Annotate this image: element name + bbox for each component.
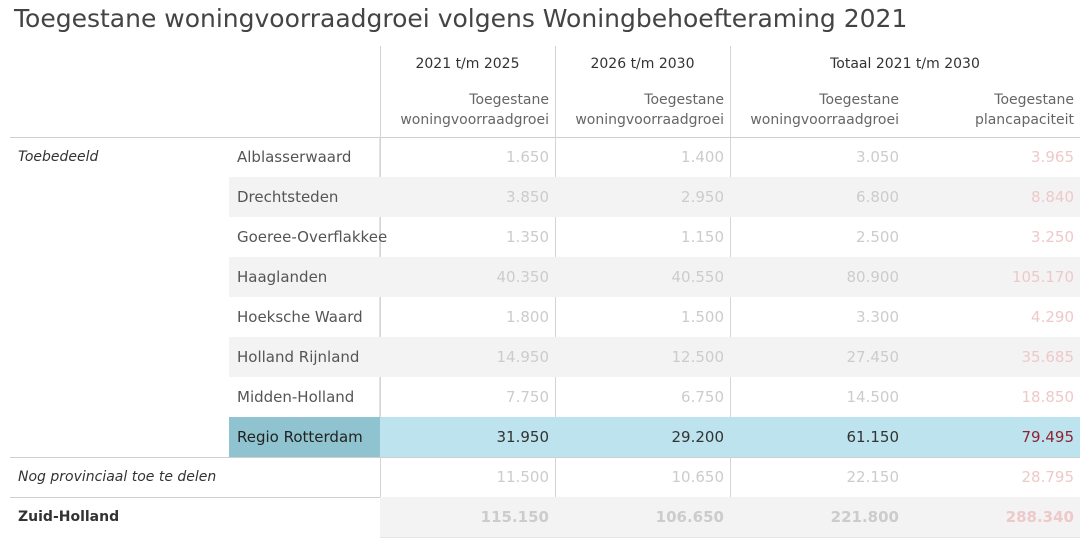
column-header: Toegestane woningvoorraadgroei (750, 92, 899, 128)
group-label-toebedeeld: Toebedeeld (18, 149, 99, 165)
column-header: Toegestane plancapaciteit (974, 92, 1074, 128)
table-cell[interactable]: 3.050 (856, 148, 899, 166)
table-cell[interactable]: 35.685 (1021, 348, 1075, 366)
column-header: Toegestane woningvoorraadgroei (400, 92, 549, 128)
table-cell[interactable]: 7.750 (506, 388, 549, 406)
table-cell[interactable]: 10.650 (671, 468, 725, 486)
total-label[interactable]: Zuid-Holland (18, 509, 120, 525)
table-cell[interactable]: 1.800 (506, 308, 549, 326)
table-cell[interactable]: 27.450 (846, 348, 900, 366)
row-name[interactable]: Alblasserwaard (237, 148, 352, 166)
page-title: Toegestane woningvoorraadgroei volgens W… (14, 4, 908, 33)
table-cell[interactable]: 1.500 (681, 308, 724, 326)
table-cell[interactable]: 11.500 (496, 468, 550, 486)
table-cell[interactable]: 61.150 (846, 428, 900, 446)
table-cell[interactable]: 1.350 (506, 228, 549, 246)
table-cell[interactable]: 14.500 (846, 388, 900, 406)
table-cell[interactable]: 6.750 (681, 388, 724, 406)
extra-row-label[interactable]: Nog provinciaal toe te delen (18, 469, 217, 485)
table-cell[interactable]: 2.500 (856, 228, 899, 246)
row-name[interactable]: Regio Rotterdam (237, 428, 363, 446)
table-cell[interactable]: 40.550 (671, 268, 725, 286)
column-group-header: 2026 t/m 2030 (590, 56, 695, 72)
table-cell[interactable]: 14.950 (496, 348, 550, 366)
bottom-rule (380, 537, 1080, 538)
table-cell[interactable]: 31.950 (496, 428, 550, 446)
table-cell[interactable]: 1.400 (681, 148, 724, 166)
header-rule (10, 137, 1080, 138)
table-cell[interactable]: 80.900 (846, 268, 900, 286)
table-cell[interactable]: 4.290 (1031, 308, 1074, 326)
table-cell[interactable]: 3.250 (1031, 228, 1074, 246)
table-cell[interactable]: 79.495 (1021, 428, 1075, 446)
table-cell[interactable]: 106.650 (655, 508, 724, 526)
column-header: Toegestane woningvoorraadgroei (575, 92, 724, 128)
table-cell[interactable]: 1.150 (681, 228, 724, 246)
table-cell[interactable]: 12.500 (671, 348, 725, 366)
group-rule (10, 457, 1080, 458)
table-cell[interactable]: 3.850 (506, 188, 549, 206)
row-name[interactable]: Midden-Holland (237, 388, 355, 406)
column-group-header: Totaal 2021 t/m 2030 (830, 56, 980, 72)
row-name[interactable]: Holland Rijnland (237, 348, 360, 366)
row-band (229, 257, 1080, 297)
column-group-header: 2021 t/m 2025 (415, 56, 520, 72)
table-cell[interactable]: 18.850 (1021, 388, 1075, 406)
row-name[interactable]: Goeree-Overflakkee (237, 228, 388, 246)
table-cell[interactable]: 3.965 (1031, 148, 1074, 166)
row-band (229, 337, 1080, 377)
row-name[interactable]: Haaglanden (237, 268, 328, 286)
table-cell[interactable]: 29.200 (671, 428, 725, 446)
table-cell[interactable]: 288.340 (1005, 508, 1074, 526)
selected-row-band (380, 417, 1080, 457)
row-name[interactable]: Drechtsteden (237, 188, 339, 206)
table-cell[interactable]: 3.300 (856, 308, 899, 326)
table-cell[interactable]: 2.950 (681, 188, 724, 206)
row-band (229, 177, 1080, 217)
total-band (380, 497, 1080, 537)
table-cell[interactable]: 6.800 (856, 188, 899, 206)
table-cell[interactable]: 8.840 (1031, 188, 1074, 206)
table-cell[interactable]: 22.150 (846, 468, 900, 486)
table-cell[interactable]: 28.795 (1021, 468, 1075, 486)
name-divider (379, 137, 380, 457)
selected-name-band (229, 417, 380, 457)
table-cell[interactable]: 221.800 (830, 508, 899, 526)
row-name[interactable]: Hoeksche Waard (237, 308, 363, 326)
table-cell[interactable]: 40.350 (496, 268, 550, 286)
table-cell[interactable]: 115.150 (480, 508, 549, 526)
table-cell[interactable]: 1.650 (506, 148, 549, 166)
table-cell[interactable]: 105.170 (1011, 268, 1074, 286)
